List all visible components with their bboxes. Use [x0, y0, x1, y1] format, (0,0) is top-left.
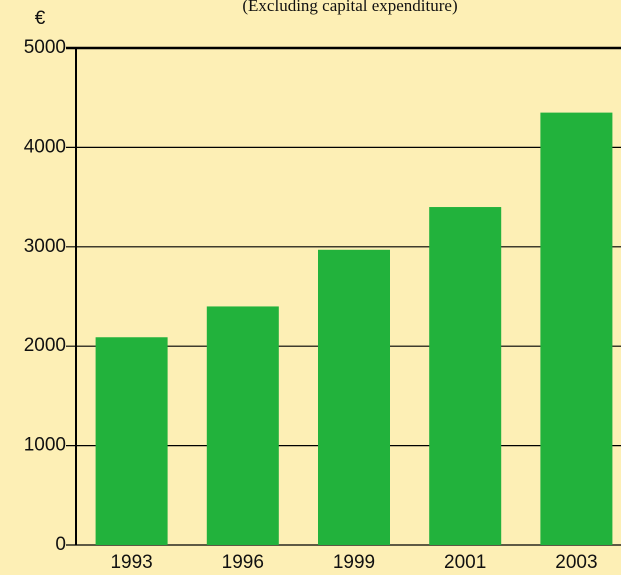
y-tick-label: 0	[55, 534, 66, 555]
chart-subtitle: (Excluding capital expenditure)	[242, 0, 457, 15]
bar	[206, 306, 279, 545]
bar	[540, 112, 613, 546]
x-tick-label: 2001	[444, 552, 486, 573]
bar	[318, 249, 390, 546]
bar	[95, 337, 168, 545]
y-tick-label: 1000	[24, 435, 66, 456]
x-tick-label: 1993	[110, 552, 152, 573]
y-tick-label: 4000	[24, 136, 66, 157]
y-tick-label: 5000	[24, 37, 66, 58]
y-tick-label: 2000	[24, 335, 66, 356]
y-tick-label: 3000	[24, 236, 66, 257]
x-tick-label: 1999	[333, 552, 375, 573]
x-tick-label: 1996	[222, 552, 264, 573]
x-tick-label: 2003	[555, 552, 597, 573]
y-axis-label: €	[35, 8, 46, 29]
bar	[429, 207, 502, 546]
